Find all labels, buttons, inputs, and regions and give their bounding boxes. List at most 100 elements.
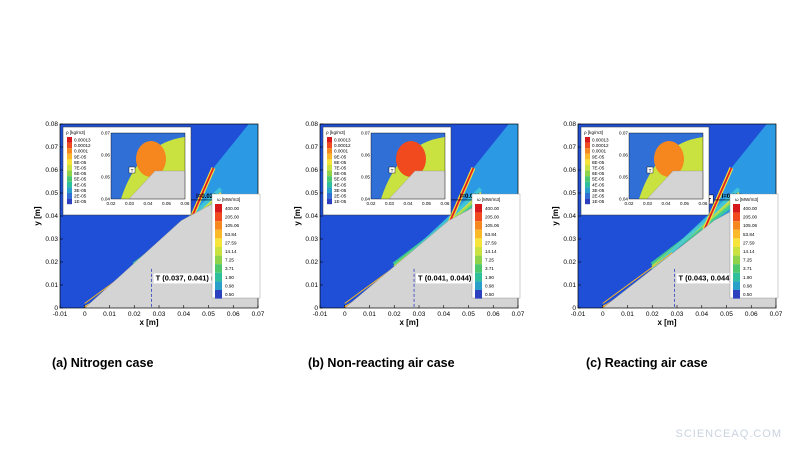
x-tick-label: 0.05 bbox=[462, 311, 475, 318]
x-tick-label: 0.07 bbox=[512, 311, 525, 318]
x-axis-label: x [m] bbox=[139, 318, 158, 327]
inset-legend-value: 5E-05 bbox=[592, 177, 605, 182]
inset-x-tick-label: 0.04 bbox=[662, 201, 671, 206]
omega-legend-swatch bbox=[733, 221, 740, 230]
inset-legend-swatch bbox=[327, 187, 332, 193]
x-tick-label: 0.01 bbox=[363, 311, 376, 318]
inset-legend-value: 0.00013 bbox=[592, 138, 609, 143]
inset-legend-value: 2E-05 bbox=[592, 194, 605, 199]
omega-legend-value: 0.98 bbox=[743, 283, 752, 288]
inset-high-density-core bbox=[654, 141, 684, 177]
inset-legend-value: 7E-05 bbox=[592, 166, 605, 171]
panel-c: 0 0.01 0.02 0.03 0.04 0.05 0.06 0.07 0.08 -0.01 0 0… bbox=[528, 108, 784, 333]
caption-a: (a) Nitrogen case bbox=[52, 356, 154, 370]
y-tick-label: 0.06 bbox=[305, 167, 318, 174]
x-axis-label: x [m] bbox=[657, 318, 676, 327]
x-tick-label: 0.06 bbox=[745, 311, 758, 318]
inset-legend-value: 9E-05 bbox=[334, 154, 347, 159]
inset-legend-swatch bbox=[327, 193, 332, 199]
omega-legend-swatch bbox=[215, 255, 222, 265]
omega-legend-value: 105.06 bbox=[743, 223, 757, 228]
y-tick-label: 0.06 bbox=[45, 167, 58, 174]
inset-legend-value: 8E-05 bbox=[74, 160, 87, 165]
inset-triple-point-marker bbox=[388, 166, 396, 174]
omega-legend-swatch bbox=[733, 290, 740, 299]
t-coordinate-label: T (0.041, 0.044) m bbox=[418, 273, 480, 282]
inset-legend-value: 9E-05 bbox=[592, 154, 605, 159]
inset-y-tick-label: 0.04 bbox=[619, 197, 628, 202]
x-tick-label: 0.03 bbox=[413, 311, 426, 318]
y-tick-label: 0.02 bbox=[563, 259, 576, 266]
inset-legend-swatch bbox=[585, 176, 590, 182]
inset-legend-swatch bbox=[67, 142, 72, 149]
inset-y-tick-label: 0.07 bbox=[361, 131, 370, 136]
y-tick-label: 0.05 bbox=[305, 190, 318, 197]
x-tick-label: 0.04 bbox=[177, 311, 190, 318]
omega-legend-value: 400.00 bbox=[743, 206, 757, 211]
inset-x-tick-label: 0.04 bbox=[144, 201, 153, 206]
omega-legend-value: 7.25 bbox=[225, 258, 234, 263]
y-tick-label: 0.01 bbox=[305, 282, 318, 289]
inset-x-tick-label: 0.02 bbox=[107, 201, 116, 206]
omega-legend-title: ω [MW/m3] bbox=[217, 197, 240, 202]
omega-legend-value: 53.84 bbox=[225, 232, 237, 237]
x-tick-label: -0.01 bbox=[53, 311, 68, 318]
omega-legend-value: 27.59 bbox=[485, 240, 497, 245]
inset-legend-swatch bbox=[67, 165, 72, 171]
omega-legend-swatch bbox=[215, 247, 222, 256]
omega-legend-swatch bbox=[733, 272, 740, 282]
omega-legend-swatch bbox=[475, 204, 482, 213]
inset-legend-value: 8E-05 bbox=[592, 160, 605, 165]
inset-y-tick-label: 0.05 bbox=[619, 175, 628, 180]
y-tick-label: 0.02 bbox=[45, 259, 58, 266]
omega-legend-value: 7.25 bbox=[485, 258, 494, 263]
watermark: SCIENCEAQ.COM bbox=[675, 428, 782, 440]
inset-legend-swatch bbox=[327, 181, 332, 188]
omega-legend-value: 14.14 bbox=[225, 249, 237, 254]
flow-field-plot: 00.010.020.030.040.050.060.070.08-0.01 0 0… bbox=[551, 121, 783, 327]
omega-legend-value: 53.84 bbox=[743, 232, 755, 237]
inset-legend-value: 6E-05 bbox=[74, 171, 87, 176]
x-tick-label: 0 bbox=[343, 311, 347, 318]
omega-legend-value: 14.14 bbox=[743, 249, 755, 254]
inset-legend-swatch bbox=[67, 137, 72, 143]
inset-plot-frame bbox=[370, 132, 446, 200]
x-tick-label: 0.04 bbox=[437, 311, 450, 318]
omega-legend-value: 205.00 bbox=[225, 215, 239, 220]
inset-x-tick-label: 0.03 bbox=[125, 201, 134, 206]
y-tick-label: 0.02 bbox=[305, 259, 318, 266]
y-tick-label: 0 bbox=[314, 305, 318, 312]
x-tick-label: 0.06 bbox=[487, 311, 500, 318]
x-tick-label: 0.02 bbox=[646, 311, 659, 318]
omega-legend-swatch bbox=[215, 221, 222, 230]
omega-legend-title: ω [MW/m3] bbox=[735, 197, 758, 202]
inset-y-tick-label: 0.06 bbox=[361, 153, 370, 158]
inset-legend-swatch bbox=[585, 170, 590, 177]
omega-legend-value: 105.06 bbox=[225, 223, 239, 228]
inset-legend-value: 0.0001 bbox=[592, 149, 606, 154]
inset-legend-swatch bbox=[327, 198, 332, 205]
y-tick-label: 0.04 bbox=[563, 213, 576, 220]
inset-legend-swatch bbox=[327, 137, 332, 143]
y-axis-label: y [m] bbox=[551, 206, 560, 225]
x-tick-label: 0.01 bbox=[103, 311, 116, 318]
x-tick-label: 0.06 bbox=[227, 311, 240, 318]
x-tick-label: 0.03 bbox=[153, 311, 166, 318]
x-tick-label: 0.02 bbox=[128, 311, 141, 318]
inset-x-tick-label: 0.03 bbox=[643, 201, 652, 206]
t-coordinate-label: T (0.037, 0.041) m bbox=[156, 273, 218, 282]
omega-legend-swatch bbox=[475, 255, 482, 265]
inset-triple-point-label: T bbox=[649, 168, 652, 173]
inset-legend-value: 2E-05 bbox=[334, 194, 347, 199]
inset-y-tick-label: 0.05 bbox=[101, 175, 110, 180]
omega-legend-value: 0.50 bbox=[225, 292, 234, 297]
y-tick-label: 0 bbox=[572, 305, 576, 312]
inset-x-tick-label: 0.06 bbox=[441, 201, 450, 206]
inset-legend-value: 5E-05 bbox=[334, 177, 347, 182]
y-tick-label: 0.03 bbox=[563, 236, 576, 243]
x-tick-label: 0.05 bbox=[720, 311, 733, 318]
inset-legend-swatch bbox=[585, 165, 590, 171]
omega-legend-value: 0.50 bbox=[485, 292, 494, 297]
y-tick-label: 0.01 bbox=[563, 282, 576, 289]
x-tick-label: 0.02 bbox=[388, 311, 401, 318]
